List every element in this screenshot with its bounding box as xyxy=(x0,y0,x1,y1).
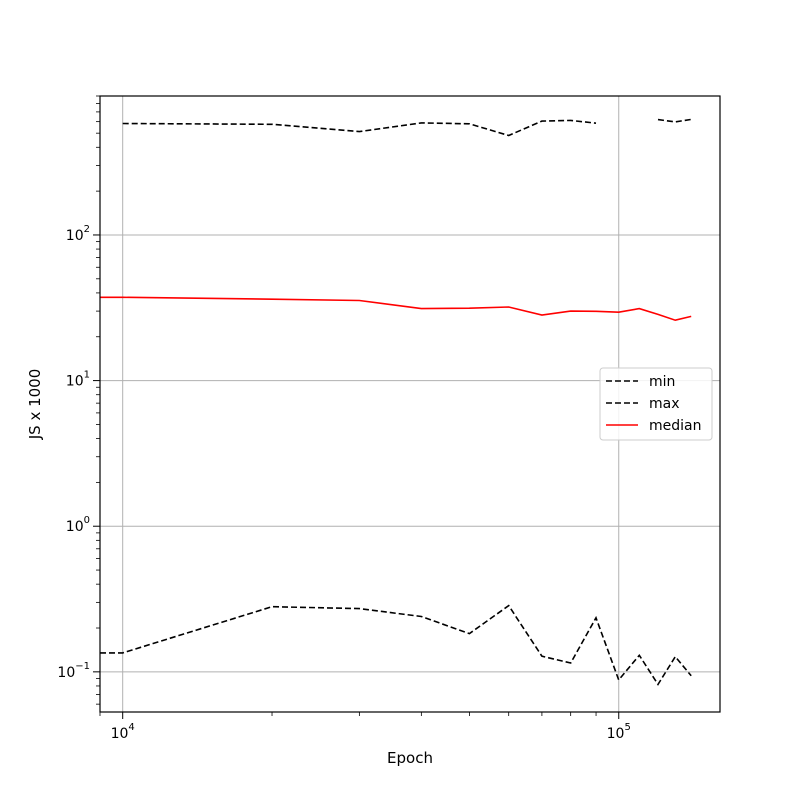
ticks xyxy=(93,95,620,719)
legend-label-median: median xyxy=(649,418,701,434)
series-line-max xyxy=(657,118,692,123)
series-line-min xyxy=(100,604,692,686)
y-tick-label-base: 10 xyxy=(66,374,84,390)
y-tick-label-base: 10 xyxy=(57,665,75,681)
x-tick-label: 104 xyxy=(111,722,135,742)
legend: min max median xyxy=(599,367,713,441)
y-tick-label-exp: 1 xyxy=(84,370,90,381)
y-tick-label-exp: 0 xyxy=(84,515,90,526)
legend-label-min: min xyxy=(649,374,675,390)
x-tick-label-base: 10 xyxy=(111,726,129,742)
y-tick-label: 102 xyxy=(66,224,90,244)
series-line-max xyxy=(122,119,597,137)
x-tick-label-exp: 4 xyxy=(128,722,134,733)
x-tick-label-exp: 5 xyxy=(624,722,630,733)
y-tick-label: 10−1 xyxy=(57,661,90,681)
x-tick-label: 105 xyxy=(607,722,631,742)
x-axis-label: Epoch xyxy=(387,749,433,767)
y-tick-label: 100 xyxy=(66,515,90,535)
y-tick-label: 101 xyxy=(66,370,90,390)
y-tick-label-base: 10 xyxy=(66,519,84,535)
y-tick-label-exp: 2 xyxy=(84,224,90,235)
legend-box xyxy=(599,367,713,441)
x-tick-label-base: 10 xyxy=(607,726,625,742)
legend-label-max: max xyxy=(649,396,680,412)
series-layer xyxy=(100,118,692,686)
y-axis-label: JS x 1000 xyxy=(26,369,44,441)
series-line-median xyxy=(100,296,692,322)
plot-frame xyxy=(99,95,721,713)
y-tick-label-base: 10 xyxy=(66,228,84,244)
y-tick-label-exp: −1 xyxy=(75,661,90,672)
